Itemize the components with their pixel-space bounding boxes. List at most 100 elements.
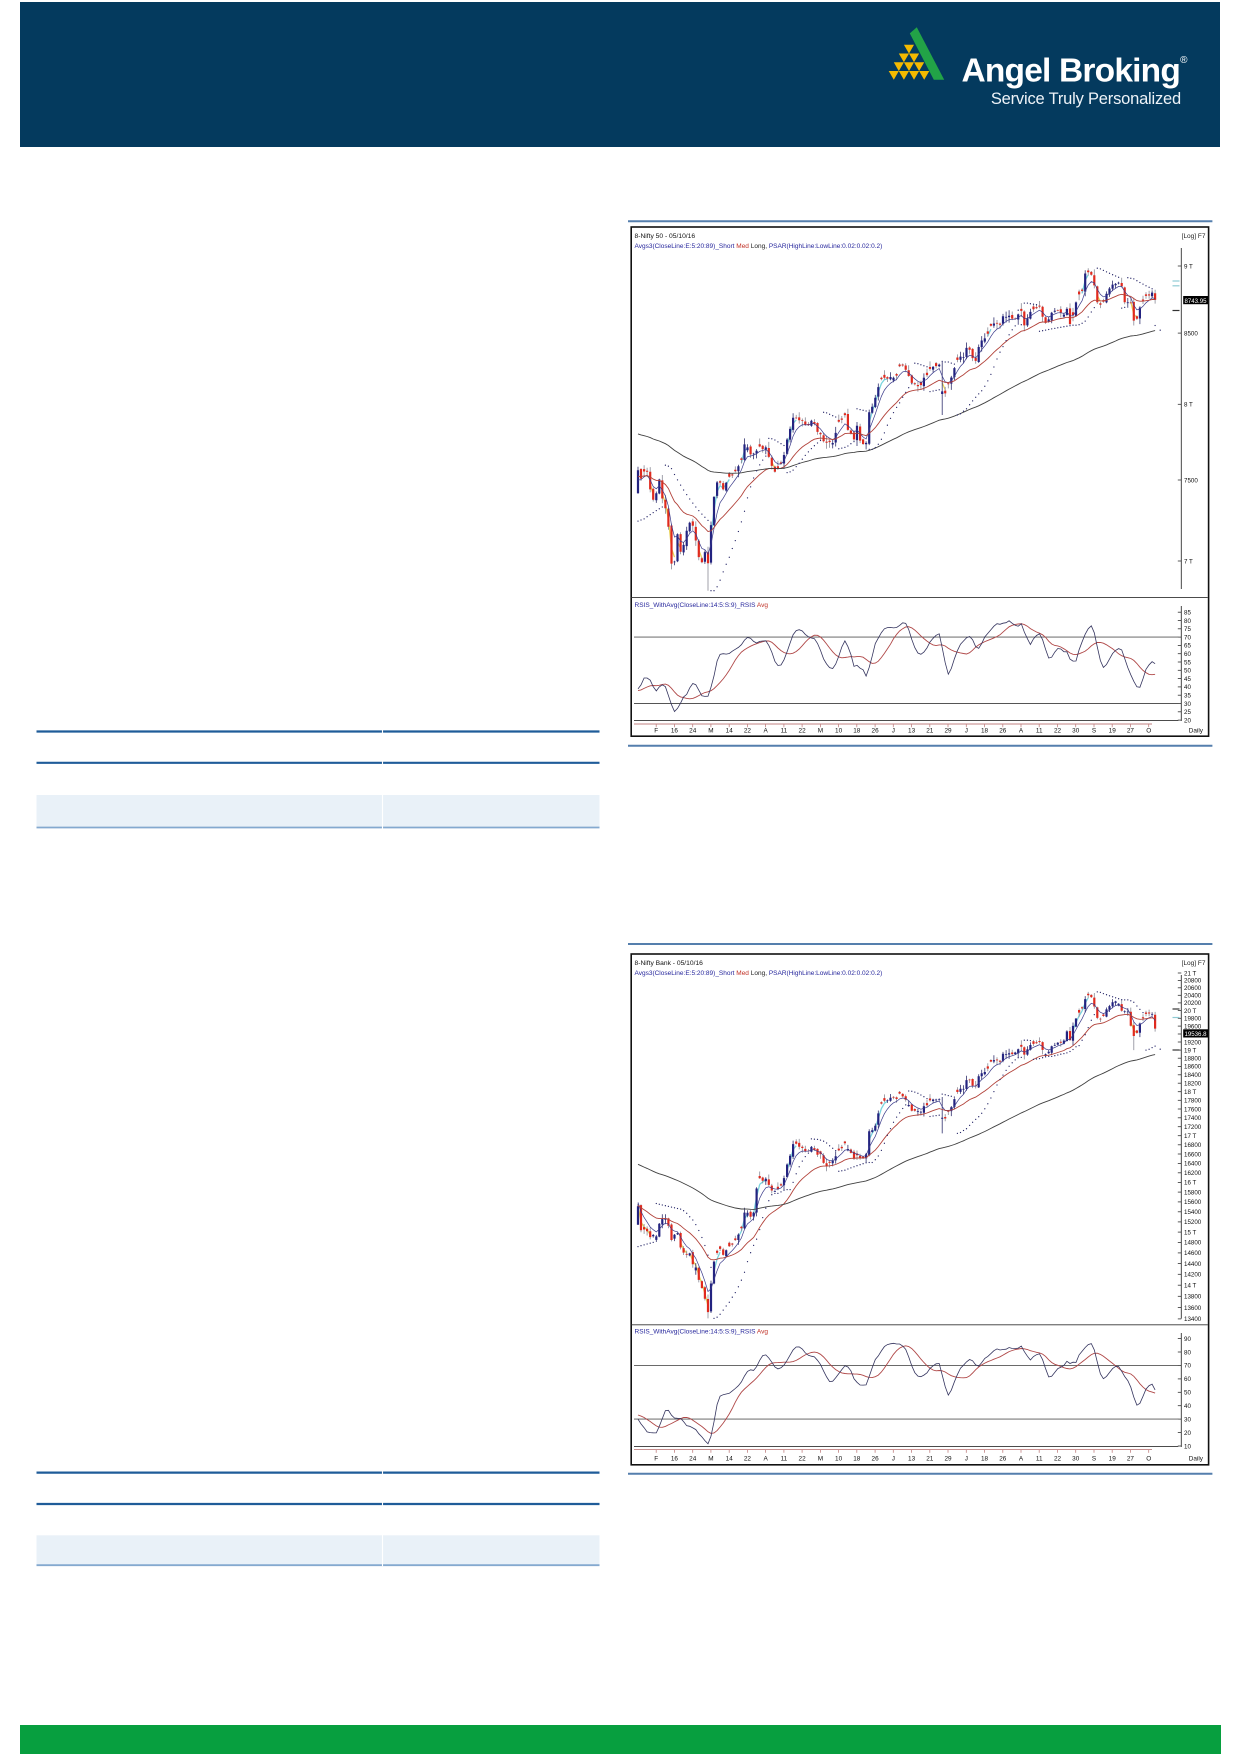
- svg-text:18: 18: [981, 1455, 989, 1462]
- svg-text:17600: 17600: [1184, 1106, 1202, 1113]
- svg-text:A: A: [763, 727, 768, 734]
- svg-text:17 T: 17 T: [1184, 1133, 1196, 1140]
- svg-text:A: A: [763, 1455, 768, 1462]
- svg-text:O: O: [1146, 1455, 1151, 1462]
- svg-text:O: O: [1146, 727, 1151, 734]
- svg-text:40: 40: [1184, 1403, 1191, 1410]
- svg-text:Daily: Daily: [1189, 727, 1204, 734]
- svg-text:45: 45: [1184, 676, 1191, 683]
- svg-text:16800: 16800: [1184, 1142, 1202, 1149]
- svg-text:[Log] F7: [Log] F7: [1182, 233, 1206, 240]
- svg-text:8-Nifty 50 - 05/10/16: 8-Nifty 50 - 05/10/16: [635, 233, 696, 240]
- svg-text:50: 50: [1184, 1390, 1191, 1397]
- svg-text:15 T: 15 T: [1184, 1229, 1196, 1236]
- svg-text:®: ®: [1180, 55, 1188, 66]
- svg-text:8 T: 8 T: [1184, 402, 1193, 409]
- svg-text:14400: 14400: [1184, 1261, 1202, 1268]
- svg-text:19: 19: [1109, 1455, 1117, 1462]
- svg-text:17200: 17200: [1184, 1124, 1202, 1131]
- svg-text:24: 24: [689, 1455, 697, 1462]
- svg-text:8500: 8500: [1184, 330, 1198, 337]
- svg-text:16 T: 16 T: [1184, 1180, 1196, 1187]
- svg-text:RSIS_WithAvg(CloseLine:14:5:S:: RSIS_WithAvg(CloseLine:14:5:S:9)_RSIS Av…: [635, 1329, 769, 1336]
- svg-text:22: 22: [1054, 1455, 1062, 1462]
- svg-text:13600: 13600: [1184, 1305, 1202, 1312]
- svg-text:7500: 7500: [1184, 477, 1198, 484]
- svg-text:15600: 15600: [1184, 1199, 1202, 1206]
- svg-text:Service Truly Personalized: Service Truly Personalized: [991, 90, 1181, 108]
- svg-text:20 T: 20 T: [1184, 1008, 1196, 1015]
- svg-text:30: 30: [1184, 701, 1191, 708]
- svg-text:M: M: [708, 1455, 713, 1462]
- svg-text:A: A: [1019, 727, 1024, 734]
- svg-text:27: 27: [1127, 727, 1135, 734]
- svg-text:Avgs3(CloseLine:E:5:20:89)_Sho: Avgs3(CloseLine:E:5:20:89)_Short Med Lon…: [635, 243, 883, 250]
- svg-text:16600: 16600: [1184, 1151, 1202, 1158]
- svg-text:19600: 19600: [1184, 1023, 1202, 1030]
- svg-text:22: 22: [799, 1455, 807, 1462]
- svg-text:11: 11: [1036, 727, 1043, 734]
- svg-text:8743.95: 8743.95: [1185, 298, 1208, 305]
- svg-text:40: 40: [1184, 684, 1191, 691]
- svg-text:14: 14: [726, 1455, 734, 1462]
- svg-text:[Log] F7: [Log] F7: [1182, 960, 1206, 967]
- svg-text:Avgs3(CloseLine:E:5:20:89)_Sho: Avgs3(CloseLine:E:5:20:89)_Short Med Lon…: [635, 970, 883, 977]
- svg-text:13: 13: [908, 1455, 916, 1462]
- svg-text:80: 80: [1184, 618, 1191, 625]
- svg-text:18: 18: [853, 1455, 861, 1462]
- svg-text:29: 29: [944, 727, 952, 734]
- svg-text:J: J: [965, 727, 968, 734]
- svg-text:75: 75: [1184, 626, 1191, 633]
- svg-text:21: 21: [926, 1455, 934, 1462]
- svg-text:55: 55: [1184, 659, 1191, 666]
- svg-text:30: 30: [1072, 727, 1080, 734]
- svg-text:80: 80: [1184, 1349, 1191, 1356]
- svg-text:29: 29: [944, 1455, 952, 1462]
- svg-text:10: 10: [1184, 1443, 1191, 1450]
- svg-text:15800: 15800: [1184, 1189, 1202, 1196]
- svg-text:16200: 16200: [1184, 1170, 1202, 1177]
- svg-text:M: M: [818, 727, 823, 734]
- svg-text:20400: 20400: [1184, 993, 1202, 1000]
- svg-text:13400: 13400: [1184, 1316, 1202, 1323]
- svg-text:18 T: 18 T: [1184, 1089, 1196, 1096]
- svg-text:M: M: [818, 1455, 823, 1462]
- svg-text:21: 21: [926, 727, 934, 734]
- svg-text:17800: 17800: [1184, 1098, 1202, 1105]
- svg-text:13: 13: [908, 727, 916, 734]
- svg-text:F: F: [654, 727, 658, 734]
- svg-text:26: 26: [999, 1455, 1007, 1462]
- svg-text:17400: 17400: [1184, 1115, 1202, 1122]
- svg-text:90: 90: [1184, 1336, 1191, 1343]
- svg-text:F: F: [654, 1455, 658, 1462]
- svg-text:25: 25: [1184, 709, 1191, 716]
- svg-text:30: 30: [1072, 1455, 1080, 1462]
- svg-text:11: 11: [1036, 1455, 1043, 1462]
- svg-text:9 T: 9 T: [1184, 263, 1193, 270]
- svg-text:19800: 19800: [1184, 1016, 1202, 1023]
- svg-text:20: 20: [1184, 717, 1191, 724]
- svg-text:14200: 14200: [1184, 1272, 1202, 1279]
- svg-text:15200: 15200: [1184, 1219, 1202, 1226]
- svg-text:85: 85: [1184, 610, 1191, 617]
- svg-text:19: 19: [1109, 727, 1117, 734]
- svg-text:22: 22: [1054, 727, 1062, 734]
- svg-text:20: 20: [1184, 1430, 1191, 1437]
- svg-text:S: S: [1092, 1455, 1096, 1462]
- svg-text:16400: 16400: [1184, 1161, 1202, 1168]
- svg-text:14800: 14800: [1184, 1240, 1202, 1247]
- svg-text:16: 16: [671, 727, 679, 734]
- svg-text:18200: 18200: [1184, 1081, 1202, 1088]
- svg-text:50: 50: [1184, 668, 1191, 675]
- svg-text:16: 16: [671, 1455, 679, 1462]
- svg-text:19200: 19200: [1184, 1039, 1202, 1046]
- svg-text:60: 60: [1184, 651, 1191, 658]
- svg-text:18: 18: [853, 727, 861, 734]
- svg-text:10: 10: [835, 727, 843, 734]
- svg-text:22: 22: [744, 1455, 752, 1462]
- svg-text:J: J: [892, 1455, 895, 1462]
- svg-text:30: 30: [1184, 1416, 1191, 1423]
- svg-text:J: J: [965, 1455, 968, 1462]
- svg-text:A: A: [1019, 1455, 1024, 1462]
- svg-text:11: 11: [781, 727, 788, 734]
